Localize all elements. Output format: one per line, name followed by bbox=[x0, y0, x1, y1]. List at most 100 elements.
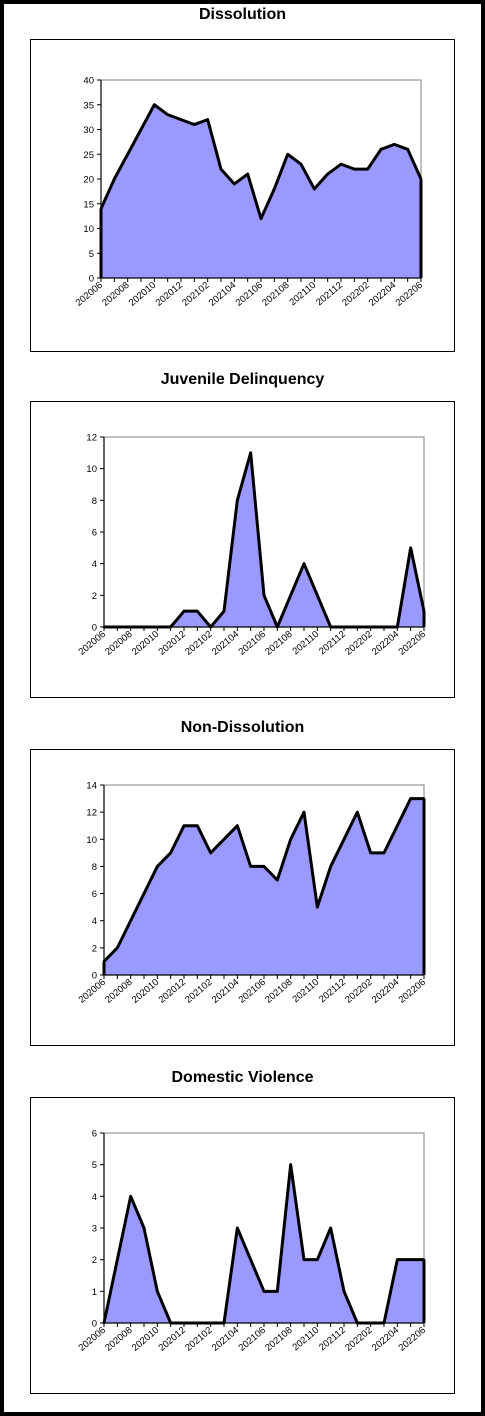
data-point-202007 bbox=[113, 177, 116, 181]
y-tick-label: 0 bbox=[89, 274, 94, 285]
y-tick-label: 0 bbox=[92, 1319, 97, 1330]
chart-panel-juvenile-delinquency: 0 2 4 6 8 10 12 202006 202008 202010 202012 202102 2… bbox=[30, 401, 455, 698]
data-point-202108 bbox=[286, 153, 289, 156]
data-point-202008 bbox=[129, 1195, 132, 1198]
x-tick-label: 202204 bbox=[370, 977, 401, 1006]
data-point-202205 bbox=[406, 148, 409, 151]
y-tick-label: 14 bbox=[86, 781, 97, 792]
data-point-202110 bbox=[316, 1258, 319, 1261]
x-tick-label: 202110 bbox=[290, 1325, 321, 1353]
y-tick-label: 0 bbox=[92, 623, 97, 634]
data-point-202012 bbox=[179, 118, 183, 121]
data-point-202111 bbox=[329, 1226, 332, 1230]
data-point-202206 bbox=[422, 609, 426, 613]
x-tick-label: 202008 bbox=[103, 977, 134, 1006]
data-point-202105 bbox=[249, 451, 252, 455]
data-point-202110 bbox=[316, 905, 319, 909]
data-point-202104 bbox=[236, 499, 239, 502]
data-point-202009 bbox=[142, 1226, 146, 1230]
data-point-202204 bbox=[393, 143, 396, 146]
data-point-202203 bbox=[379, 148, 383, 151]
data-point-202010 bbox=[156, 1290, 159, 1293]
y-tick-label: 4 bbox=[92, 1192, 97, 1203]
x-tick-label: 202108 bbox=[263, 977, 294, 1006]
data-point-202011 bbox=[169, 851, 172, 855]
series-area-fill bbox=[104, 798, 424, 975]
x-tick-label: 202112 bbox=[317, 1325, 348, 1353]
x-tick-label: 202008 bbox=[103, 1325, 134, 1354]
data-point-202109 bbox=[302, 1258, 306, 1261]
x-tick-label: 202204 bbox=[370, 629, 401, 658]
data-point-202204 bbox=[396, 1258, 399, 1261]
x-tick-label: 202112 bbox=[317, 977, 348, 1005]
data-point-202110 bbox=[316, 594, 319, 597]
data-point-202112 bbox=[339, 162, 343, 166]
data-point-202204 bbox=[396, 824, 399, 827]
data-point-202012 bbox=[182, 824, 186, 827]
data-point-202103 bbox=[222, 609, 226, 613]
data-point-202110 bbox=[313, 187, 316, 191]
data-point-202106 bbox=[262, 1290, 266, 1293]
x-tick-label: 202202 bbox=[340, 280, 371, 309]
y-tick-label: 5 bbox=[89, 249, 94, 260]
data-point-202112 bbox=[342, 1290, 346, 1293]
chart-domestic-violence: 0123456202006202008202010202012202102202… bbox=[77, 1129, 428, 1354]
y-tick-label: 2 bbox=[92, 1255, 97, 1266]
data-point-202109 bbox=[302, 562, 306, 565]
y-tick-label: 15 bbox=[83, 199, 94, 210]
x-tick-label: 202204 bbox=[370, 1325, 401, 1354]
x-tick-label: 202202 bbox=[343, 629, 374, 658]
data-point-202111 bbox=[326, 172, 329, 176]
chart-dissolution: 0510152025303540202006202008202010202012… bbox=[74, 76, 425, 309]
x-tick-label: 202106 bbox=[237, 977, 268, 1006]
x-tick-label: 202102 bbox=[180, 280, 211, 309]
data-point-202012 bbox=[182, 609, 186, 613]
data-point-202103 bbox=[222, 838, 226, 841]
data-point-202105 bbox=[249, 1258, 252, 1261]
x-tick-label: 202104 bbox=[207, 280, 238, 309]
data-point-202107 bbox=[273, 187, 276, 191]
x-tick-label: 202102 bbox=[183, 629, 214, 658]
y-tick-label: 10 bbox=[83, 224, 94, 235]
x-tick-label: 202202 bbox=[343, 977, 374, 1006]
x-tick-label: 202108 bbox=[263, 1325, 294, 1354]
data-point-202109 bbox=[299, 162, 303, 166]
x-tick-label: 202010 bbox=[130, 629, 161, 658]
x-tick-label: 202112 bbox=[317, 629, 348, 657]
data-point-202111 bbox=[329, 865, 332, 868]
data-point-202008 bbox=[126, 153, 129, 156]
x-tick-label: 202102 bbox=[183, 1325, 214, 1354]
data-point-202202 bbox=[366, 167, 369, 171]
data-point-202007 bbox=[116, 946, 119, 950]
x-tick-label: 202008 bbox=[100, 280, 131, 309]
y-tick-label: 3 bbox=[92, 1224, 97, 1235]
x-tick-label: 202104 bbox=[210, 629, 241, 658]
x-tick-label: 202108 bbox=[263, 629, 294, 658]
x-tick-label: 202102 bbox=[183, 977, 214, 1006]
series-area-fill bbox=[101, 104, 421, 278]
data-point-202102 bbox=[206, 118, 209, 121]
x-tick-label: 202106 bbox=[237, 1325, 268, 1354]
data-point-202205 bbox=[409, 1258, 412, 1261]
y-tick-label: 0 bbox=[92, 971, 97, 982]
y-tick-label: 30 bbox=[83, 125, 94, 136]
data-point-202109 bbox=[302, 810, 306, 814]
data-point-202106 bbox=[262, 865, 266, 868]
chart-non-dissolution: 0246810121420200620200820201020201220210… bbox=[77, 781, 428, 1006]
x-tick-label: 202012 bbox=[157, 977, 188, 1006]
y-tick-label: 4 bbox=[92, 916, 97, 927]
data-point-202104 bbox=[233, 182, 236, 186]
data-point-202106 bbox=[262, 594, 266, 597]
x-tick-label: 202010 bbox=[130, 977, 161, 1006]
x-tick-label: 202206 bbox=[397, 977, 428, 1006]
data-point-202205 bbox=[409, 546, 412, 550]
y-tick-label: 6 bbox=[92, 1129, 97, 1140]
data-point-202105 bbox=[249, 865, 252, 868]
data-point-202102 bbox=[209, 851, 212, 855]
y-tick-label: 2 bbox=[92, 943, 97, 954]
chart-panel-non-dissolution: 0 2 4 6 8 10 12 14 202006 202008 202010 202012 20210… bbox=[30, 749, 455, 1046]
data-point-202009 bbox=[139, 128, 143, 131]
series-area-fill bbox=[104, 452, 424, 627]
data-point-202105 bbox=[246, 172, 249, 176]
